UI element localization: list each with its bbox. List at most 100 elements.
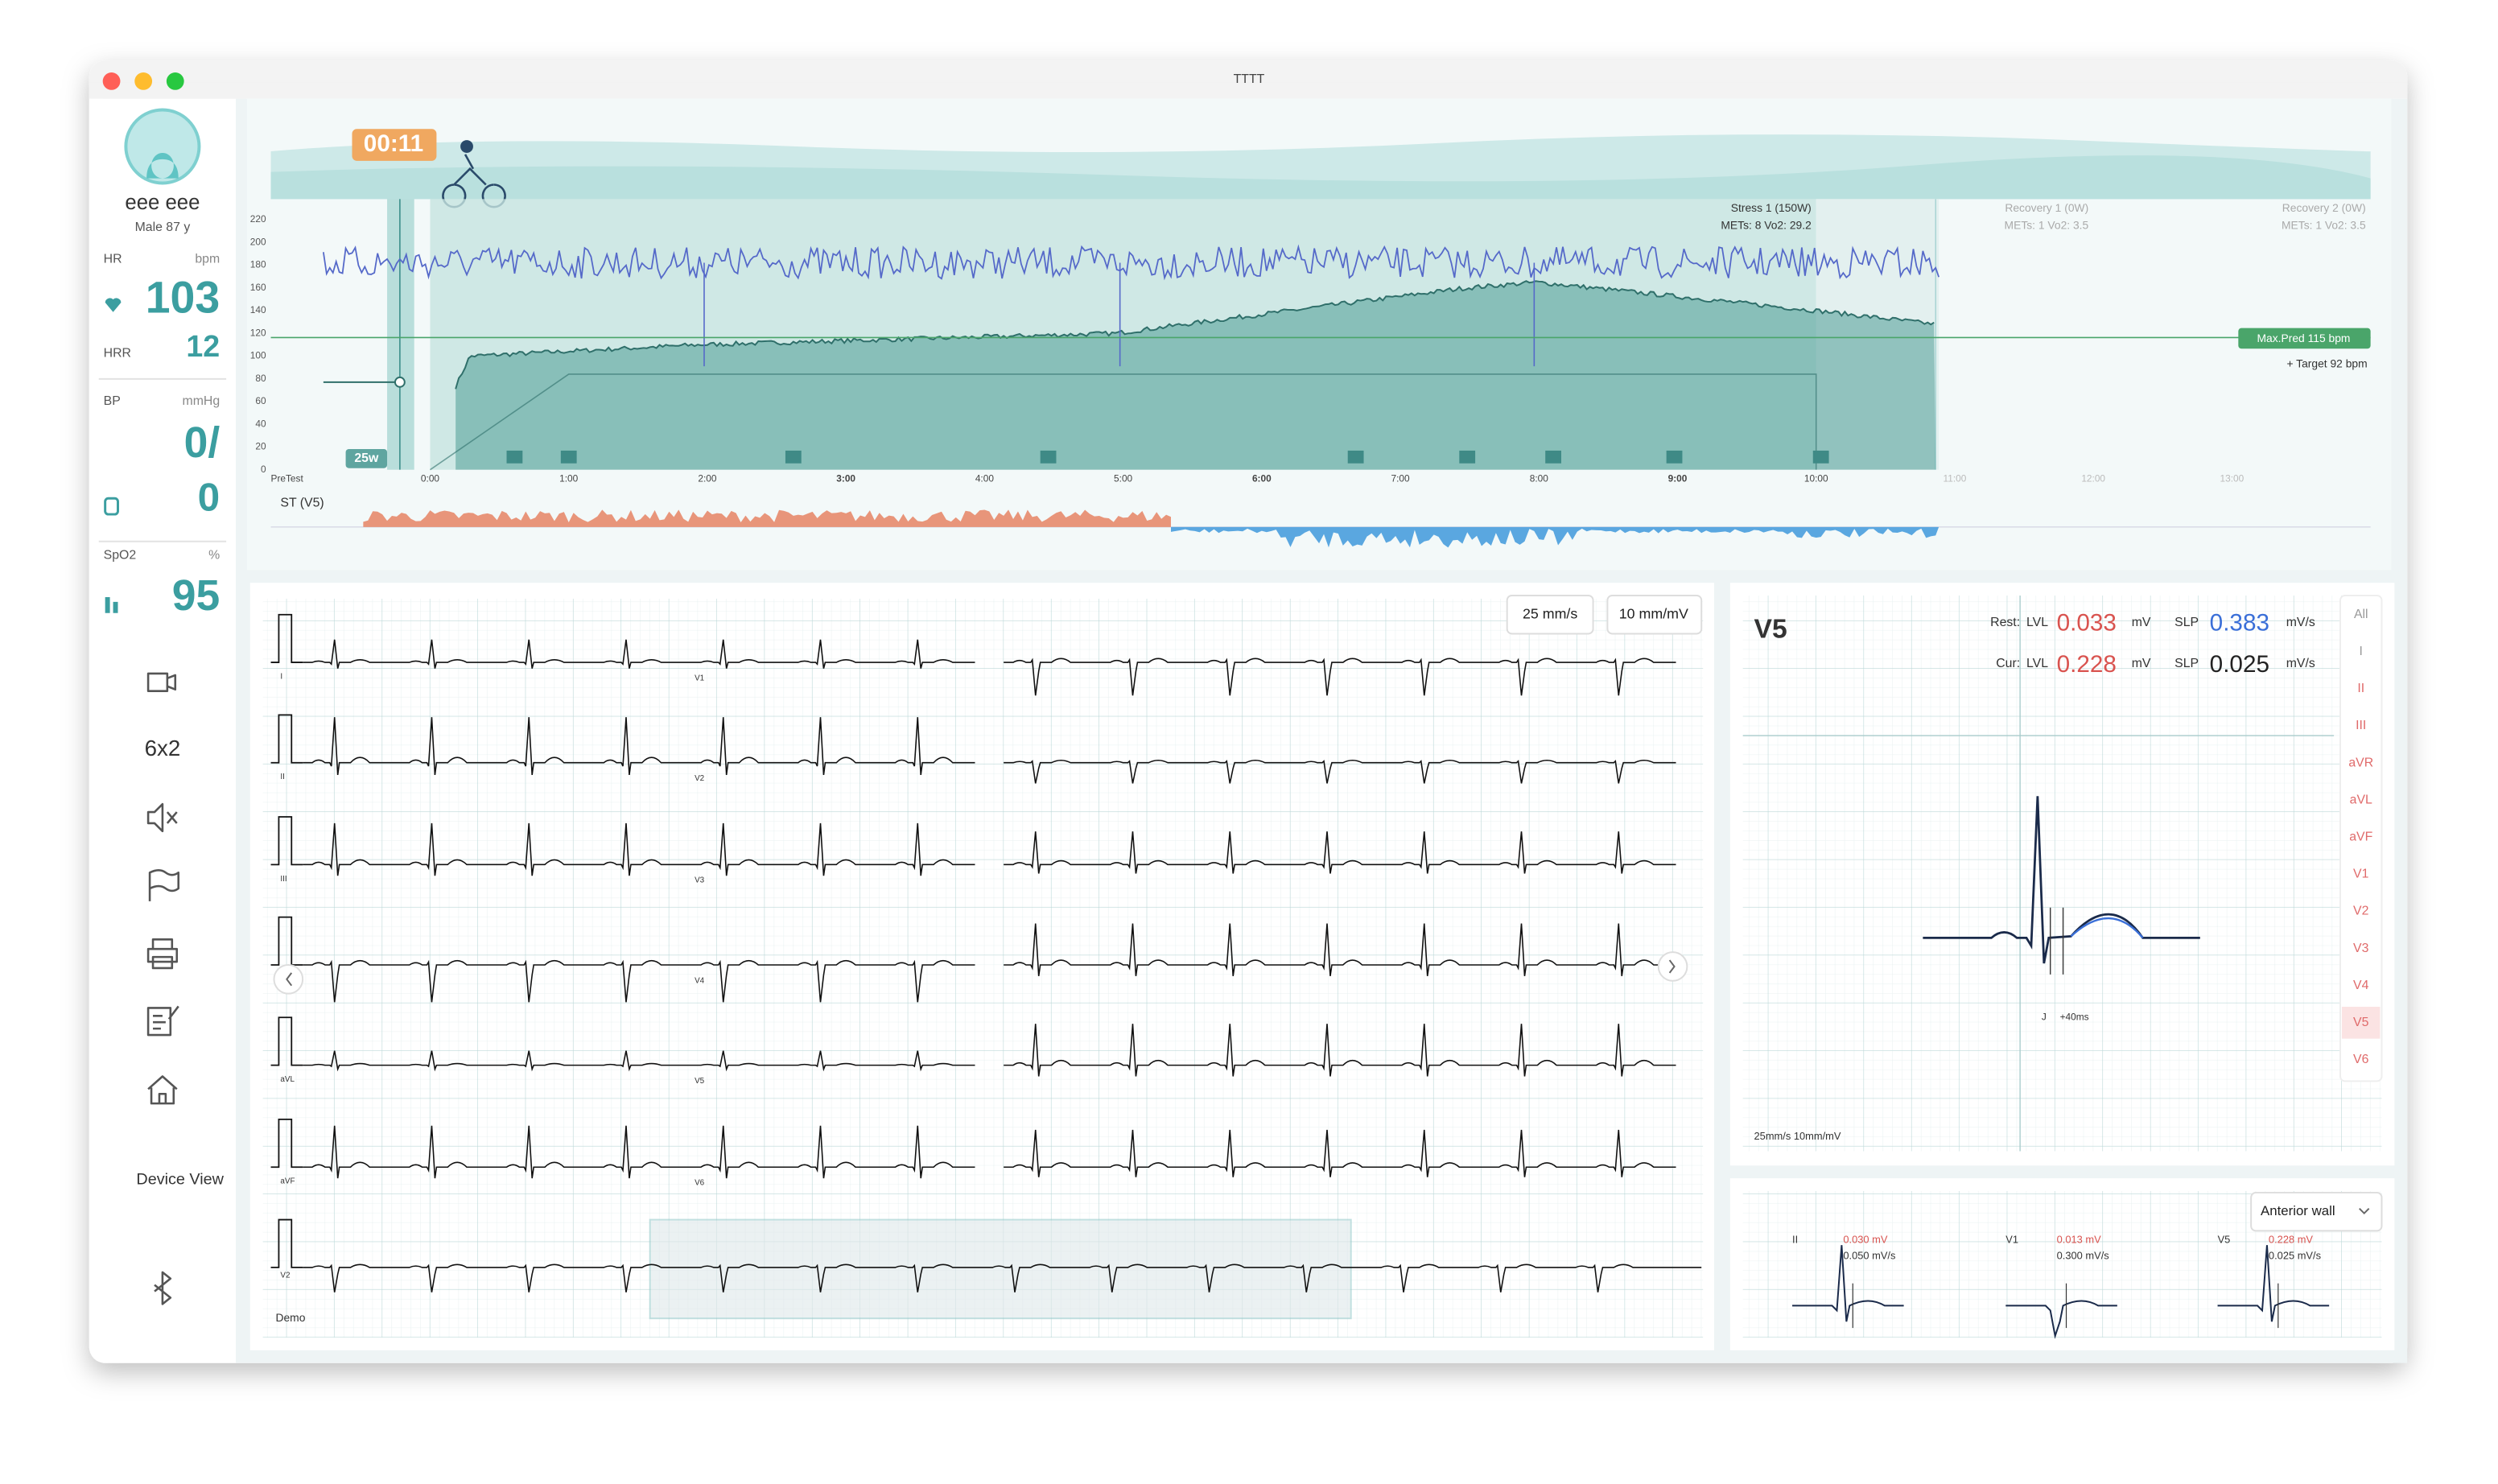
lead-button[interactable]: V1 (2353, 868, 2369, 881)
detail-lead: V5 (1754, 614, 1787, 644)
stage-label: Stress 1 (150W) (1731, 201, 1812, 214)
vital-label: SpO2 (104, 549, 136, 563)
row-label: Cur: (1996, 657, 2020, 670)
power-badge (345, 448, 388, 468)
stage-stats: METs: 1 Vo2: 3.5 (2005, 219, 2089, 232)
video-button[interactable] (146, 672, 177, 692)
marker-flag[interactable] (506, 450, 523, 464)
ecg-trace (303, 1050, 975, 1072)
mute-button[interactable] (146, 802, 178, 833)
j-offset: +40ms (2060, 1011, 2089, 1022)
y-tick-label: 120 (250, 327, 266, 338)
vital-unit: % (208, 549, 220, 563)
demo-label: Demo (275, 1311, 305, 1324)
lead-label: V3 (695, 876, 705, 885)
lead-label: I (280, 672, 282, 681)
wall-lead-lvl: 0.228 mV (2269, 1234, 2313, 1246)
ecg-grid (262, 598, 1704, 1338)
hr-value: 103 (146, 273, 220, 323)
marker-flag[interactable] (1459, 450, 1476, 464)
window-button[interactable] (134, 72, 153, 90)
device-view-button[interactable]: Device View (136, 1170, 224, 1188)
row-label: Rest: (1990, 616, 2020, 629)
window-button[interactable] (166, 72, 184, 90)
ecg-trace (1004, 1129, 1676, 1177)
next-arrow (1668, 959, 1676, 974)
x-tick-label: 6:00 (1252, 473, 1272, 484)
calibration-pulse (270, 1119, 303, 1169)
layout-button[interactable]: 6x2 (145, 736, 181, 761)
j-label: J (2042, 1011, 2047, 1022)
lead-button-active (2342, 1007, 2381, 1039)
lead-button[interactable]: aVR (2348, 756, 2373, 769)
lead-button[interactable]: V3 (2353, 942, 2369, 955)
marker-flag[interactable] (1347, 450, 1364, 464)
rhythm-trace (303, 1263, 1702, 1292)
marker-flag[interactable] (1040, 450, 1057, 464)
calibration-pulse (270, 1218, 303, 1268)
calibration-pulse (270, 816, 303, 866)
next-button[interactable] (1657, 951, 1688, 982)
unit: mV/s (2286, 657, 2315, 670)
max-pred-badge (2238, 328, 2371, 349)
lead-button[interactable]: V6 (2353, 1053, 2369, 1066)
marker-flag[interactable] (1666, 450, 1683, 464)
marker-flag[interactable] (785, 450, 802, 464)
window-button[interactable] (102, 72, 121, 90)
unit: mV (2132, 616, 2151, 629)
stage-stats: METs: 8 Vo2: 29.2 (1721, 219, 1811, 232)
lead-button[interactable]: aVF (2349, 831, 2372, 844)
avatar[interactable] (124, 108, 201, 185)
ecg-trace (303, 639, 975, 669)
marker-flag[interactable] (560, 450, 577, 464)
bluetooth-button[interactable] (154, 1271, 172, 1305)
x-tick-label: 12:00 (2081, 473, 2105, 484)
marker-flag[interactable] (1812, 450, 1829, 464)
avatar-figure (146, 152, 179, 179)
st-negative (1171, 526, 1939, 548)
y-tick-label: 0 (261, 464, 266, 475)
gain-button[interactable] (1606, 594, 1703, 635)
st-label: ST (V5) (280, 496, 324, 509)
landscape-front (270, 155, 2371, 200)
home-button[interactable] (147, 1075, 178, 1105)
y-tick-label: 20 (255, 441, 266, 452)
spo2-icon (105, 596, 118, 613)
speed-button[interactable] (1506, 594, 1594, 635)
lead-button[interactable]: V4 (2353, 979, 2369, 992)
print-button[interactable] (146, 938, 179, 970)
lead-button[interactable]: I (2360, 645, 2363, 658)
x-tick-label: 9:00 (1668, 473, 1688, 484)
lead-button[interactable]: V5 (2353, 1016, 2369, 1029)
lead-button[interactable]: All (2354, 608, 2368, 621)
timer-badge (352, 129, 437, 161)
lead-label: V2 (695, 774, 704, 783)
wall-lead-slp: 0.025 mV/s (2269, 1249, 2321, 1261)
calibration-pulse (270, 1016, 303, 1066)
lead-button[interactable]: II (2357, 682, 2364, 695)
lead-button[interactable]: aVL (2350, 793, 2372, 806)
prev-arrow (286, 972, 293, 987)
patient-name: eee eee (125, 192, 200, 214)
calibration-pulse (270, 613, 303, 663)
stage-label: Recovery 2 (0W) (2282, 201, 2366, 214)
marker-flag[interactable] (1545, 450, 1561, 464)
wall-lead-name: V1 (2005, 1234, 2018, 1246)
max-pred-label: Max.Pred 115 bpm (2257, 332, 2351, 344)
lead-button[interactable]: V2 (2353, 905, 2368, 918)
median-beat (1923, 796, 2200, 964)
rest-slp: 0.383 (2210, 609, 2269, 636)
target-label: + Target 92 bpm (2286, 357, 2367, 370)
report-button[interactable] (146, 1005, 179, 1037)
wall-dropdown[interactable] (2250, 1191, 2383, 1232)
vital-unit: bpm (195, 253, 220, 266)
rest-lvl: 0.033 (2057, 609, 2117, 636)
y-tick-label: 180 (250, 259, 266, 270)
wall-lead-name: V5 (2218, 1234, 2231, 1246)
flag-button[interactable] (148, 868, 180, 901)
prev-button[interactable] (273, 964, 304, 995)
lead-button[interactable]: III (2356, 719, 2366, 732)
lead-label: III (280, 875, 286, 884)
power-label: 25w (354, 451, 379, 465)
field-label: LVL (2026, 616, 2048, 629)
